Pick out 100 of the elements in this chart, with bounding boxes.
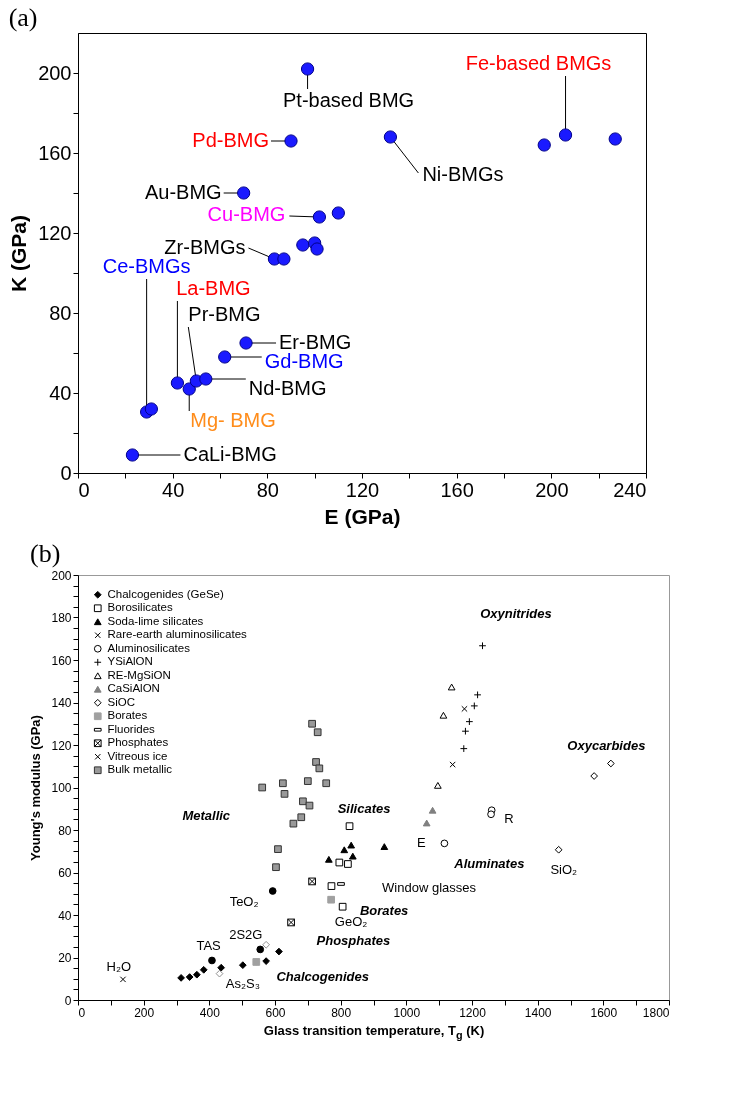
x-tick-label: 0	[78, 1005, 86, 1020]
annotation: CaLi-BMG	[183, 443, 277, 465]
legend-label: CaSiAlON	[107, 682, 160, 695]
point	[297, 813, 306, 822]
annotation: SiO₂	[550, 862, 578, 878]
annotation: TeO₂	[229, 894, 259, 910]
x-axis-title: Glass transition temperature, T$_{g}$ (K)	[262, 1022, 486, 1041]
x-tick-label: 1000	[393, 1005, 421, 1020]
point	[478, 641, 487, 650]
point	[327, 895, 335, 904]
annotation: H₂O	[106, 958, 132, 974]
legend-label: Aluminosilicates	[107, 641, 191, 654]
chart-title: (a)	[8, 3, 38, 32]
annotation: Aluminates	[453, 856, 525, 872]
point	[340, 846, 349, 854]
point	[268, 887, 277, 895]
point	[119, 976, 127, 983]
legend-label: Vitreous ice	[107, 749, 168, 762]
x-tick-label: 1800	[642, 1005, 670, 1020]
y-tick-label: 0	[60, 461, 72, 484]
y-tick-label: 100	[51, 781, 72, 795]
y-tick-label: 160	[38, 141, 72, 164]
point	[262, 957, 270, 965]
y-tick-label: 60	[58, 866, 72, 880]
point	[299, 797, 307, 806]
point	[422, 819, 431, 827]
annotation: Gd-BMG	[264, 350, 344, 372]
y-axis-title: K (GPa)	[7, 214, 31, 293]
annotation: Er-BMG	[279, 331, 352, 353]
y-tick-label: 0	[64, 993, 72, 1008]
annotation: Chalcogenides	[276, 969, 369, 985]
point	[305, 801, 314, 810]
legend-label: Fluorides	[107, 722, 156, 735]
annotation: Mg- BMG	[190, 409, 276, 431]
annotation: Phosphates	[316, 932, 391, 948]
x-tick-label: 0	[78, 478, 90, 501]
point	[347, 841, 356, 849]
point	[440, 839, 449, 848]
annotation: Nd-BMG	[248, 377, 327, 399]
legend-label: Soda-lime silicates	[107, 614, 204, 627]
annotation: Cu-BMG	[207, 203, 286, 225]
annotation: Pd-BMG	[192, 129, 269, 151]
point	[308, 719, 316, 728]
y-axis-title: Young's modulus (GPa)	[28, 715, 44, 861]
x-tick-label: 600	[265, 1005, 286, 1020]
legend-label: Phosphates	[107, 736, 169, 749]
point	[461, 705, 468, 713]
point	[272, 863, 280, 872]
y-tick-label: 40	[49, 381, 72, 404]
point	[308, 877, 316, 886]
x-tick-label: 120	[345, 478, 380, 501]
point	[252, 958, 261, 966]
legend-label: Rare-earth aluminosilicates	[107, 628, 248, 641]
point	[439, 711, 448, 719]
point	[177, 974, 185, 982]
legend-label: Borosilicates	[107, 601, 173, 614]
point	[279, 779, 287, 788]
point	[193, 970, 201, 979]
annotation: Ni-BMGs	[422, 163, 504, 185]
point	[380, 843, 389, 850]
y-tick-label: 120	[38, 221, 72, 244]
point	[287, 918, 295, 927]
point	[322, 779, 331, 788]
y-tick-label: 140	[51, 696, 72, 710]
point	[185, 973, 194, 981]
point	[459, 744, 468, 753]
y-tick-label: 40	[58, 908, 72, 923]
legend-label: Bulk metallic	[107, 763, 173, 776]
annotation: Zr-BMGs	[164, 236, 246, 258]
annotation: Metallic	[182, 807, 231, 823]
annotation: Au-BMG	[144, 181, 222, 203]
annotation: Fe-based BMGs	[465, 52, 612, 74]
point	[338, 902, 347, 911]
point	[280, 790, 289, 798]
x-tick-label: 1600	[590, 1005, 618, 1020]
point	[208, 956, 216, 965]
x-tick-label: 200	[134, 1005, 155, 1020]
chart-title: (b)	[29, 539, 61, 568]
x-tick-label: 1400	[524, 1005, 552, 1020]
annotation: Oxynitrides	[480, 605, 552, 621]
legend-label: YSiAlON	[107, 655, 153, 668]
point	[199, 965, 208, 974]
point	[258, 783, 267, 792]
legend-label: Borates	[107, 709, 148, 722]
legend-label: SiOC	[107, 695, 135, 708]
point	[465, 717, 474, 726]
annotation: La-BMG	[176, 277, 251, 299]
annotation: As₂S₃	[225, 975, 260, 991]
annotation: R	[504, 810, 514, 826]
point	[487, 810, 495, 819]
annotation: TAS	[196, 938, 222, 954]
point	[217, 963, 226, 972]
x-axis-title: E (GPa)	[324, 504, 401, 528]
x-tick-label: 40	[162, 478, 185, 501]
annotation: 2S2G	[229, 926, 263, 942]
annotation: E	[417, 835, 427, 851]
point	[473, 691, 482, 699]
point	[345, 822, 354, 831]
point	[274, 845, 282, 853]
y-tick-label: 80	[58, 823, 72, 838]
